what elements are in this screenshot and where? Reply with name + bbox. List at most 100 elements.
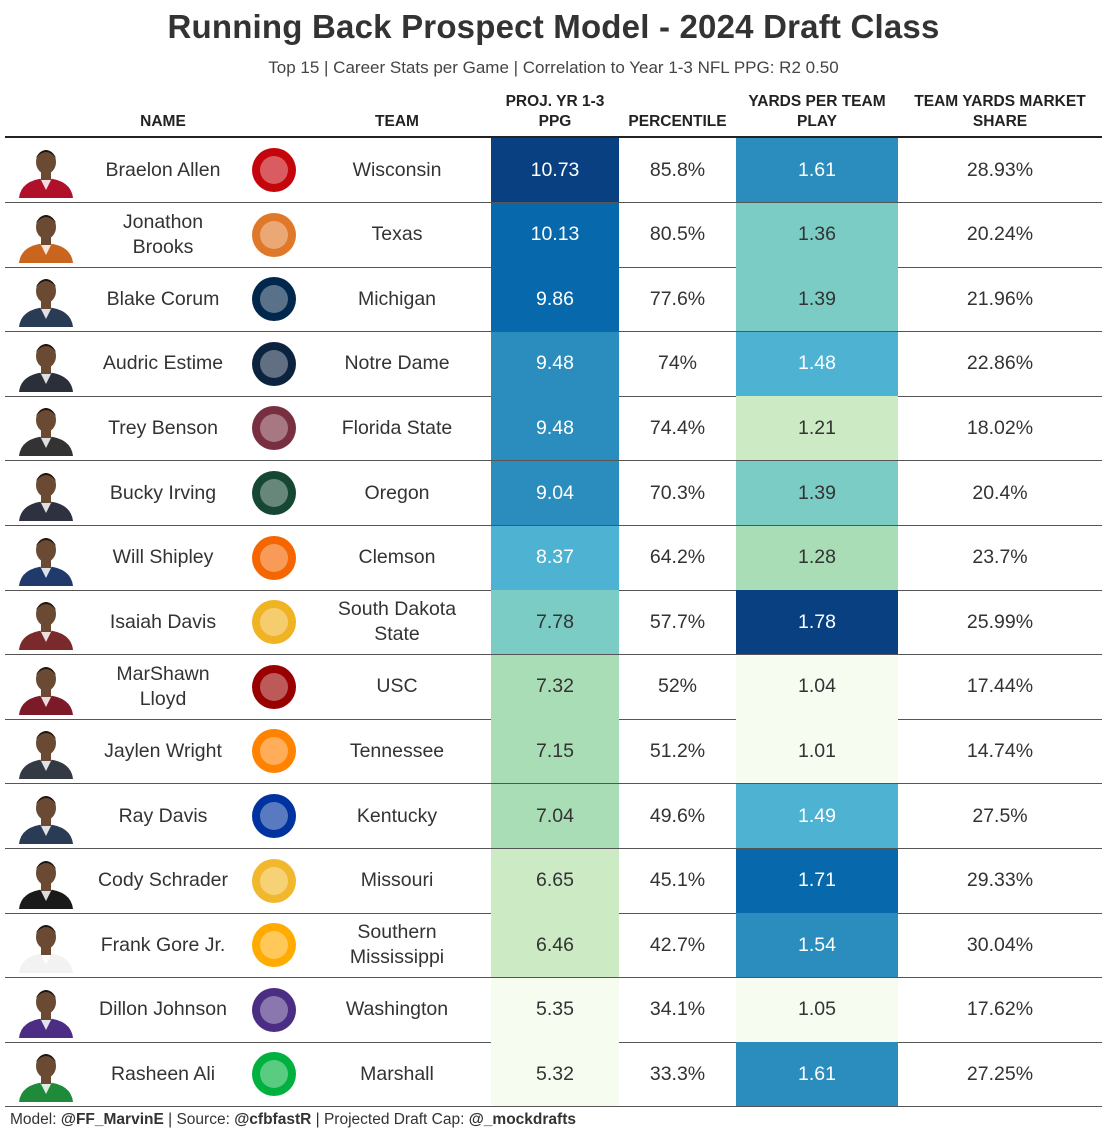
player-avatar-icon [19,989,73,1038]
header-ypp-line2: PLAY [797,113,837,130]
yards-per-play-cell: 1.36 [736,202,898,267]
player-name: Dillon Johnson [99,998,227,1021]
footer-model-handle: @FF_MarvinE [60,1111,164,1128]
market-share-cell: 28.93% [966,158,1034,181]
player-name: Braelon Allen [105,158,221,181]
michigan-logo-icon [252,277,296,322]
player-avatar-icon [19,602,73,651]
market-share-cell: 23.7% [972,546,1028,569]
team-name: Michigan [357,287,437,310]
yards-per-play-cell: 1.28 [736,525,898,590]
table-row: Isaiah Davis South Dakota State 7.78 57.7% 1.… [5,590,1102,656]
player-name: Frank Gore Jr. [100,933,226,956]
team-name: Oregon [364,481,430,504]
table-row: Bucky Irving Oregon 9.04 70.3% 1.39 20.4% [5,461,1102,526]
table-row: Frank Gore Jr. Southern Mississippi 6.46 42.… [5,913,1102,979]
player-name: Blake Corum [106,287,220,310]
market-share-cell: 27.25% [966,1062,1034,1085]
proj-ppg-cell: 9.86 [491,267,619,332]
chart-subtitle: Top 15 | Career Stats per Game | Correla… [268,58,839,77]
proj-ppg-cell: 8.37 [491,525,619,590]
player-avatar-icon [19,473,73,521]
header-ypp-line1: YARDS PER TEAM [748,93,886,110]
south-dakota-state-logo-icon [252,600,296,645]
chart-title: Running Back Prospect Model - 2024 Draft… [167,8,940,45]
team-name: Kentucky [356,804,438,827]
table-row: Will Shipley Clemson 8.37 64.2% 1.28 23.7% [5,525,1102,591]
proj-ppg-cell: 10.73 [491,138,619,202]
player-name: Bucky Irving [109,481,217,504]
team-name: Wisconsin [352,158,442,181]
proj-ppg-cell: 6.65 [491,848,619,913]
yards-per-play-cell: 1.78 [736,590,898,655]
percentile-cell: 80.5% [649,223,706,246]
market-share-cell: 20.24% [966,223,1034,246]
tennessee-logo-icon [252,729,296,774]
proj-ppg-cell: 9.04 [491,461,619,525]
percentile-cell: 85.8% [649,158,706,181]
footer-credits: Model: @FF_MarvinE | Source: @cfbfastR |… [10,1111,576,1129]
player-name: Trey Benson [108,416,218,439]
player-name: Isaiah Davis [109,610,217,633]
team-name: Missouri [360,869,434,892]
player-avatar-icon [19,796,73,844]
table-row: MarShawn Lloyd USC 7.32 52% 1.04 17.44% [5,654,1102,720]
yards-per-play-cell: 1.05 [736,977,898,1042]
table-row: Audric Estime Notre Dame 9.48 74% 1.48 22.86% [5,331,1102,397]
header-share-line1: TEAM YARDS MARKET [914,93,1086,110]
team-name: South Dakota State [337,598,457,646]
washington-logo-icon [252,987,296,1032]
team-name: Washington [345,998,449,1021]
player-avatar-icon [19,537,73,586]
team-name: Tennessee [349,739,445,762]
percentile-cell: 49.6% [649,804,706,827]
header-divider [5,136,1102,138]
market-share-cell: 18.02% [966,416,1034,439]
yards-per-play-cell: 1.61 [736,138,898,202]
table-row: Blake Corum Michigan 9.86 77.6% 1.39 21.96% [5,267,1102,333]
header-name: NAME [140,113,186,130]
header-ppg-line2: PPG [538,113,572,130]
missouri-tiger-logo-icon [252,858,296,903]
team-name: Florida State [341,416,453,439]
market-share-cell: 14.74% [966,739,1034,762]
footer-cap-label: | Projected Draft Cap: [311,1111,469,1128]
yards-per-play-cell: 1.04 [736,654,898,719]
team-name: Southern Mississippi [349,921,445,969]
proj-ppg-cell: 10.13 [491,202,619,267]
team-name: USC [376,675,418,698]
yards-per-play-cell: 1.61 [736,1042,898,1107]
team-name: Marshall [360,1062,434,1085]
wisconsin-logo-icon [252,148,296,192]
player-name: Audric Estime [102,352,224,375]
percentile-cell: 34.1% [649,998,706,1021]
proj-ppg-cell: 9.48 [491,396,619,461]
proj-ppg-cell: 7.78 [491,590,619,655]
market-share-cell: 27.5% [972,804,1028,827]
footer-source-label: | Source: [163,1111,235,1128]
proj-ppg-cell: 9.48 [491,331,619,396]
kentucky-logo-icon [252,794,296,838]
marshall-logo-icon [252,1052,296,1097]
yards-per-play-cell: 1.21 [736,396,898,461]
team-name: Notre Dame [344,352,450,375]
header-share: TEAM YARDS MARKET SHARE [898,92,1102,132]
player-name: Cody Schrader [97,869,229,892]
yards-per-play-cell: 1.48 [736,331,898,396]
player-avatar-icon [19,925,73,974]
proj-ppg-cell: 7.15 [491,719,619,784]
player-avatar-icon [19,731,73,780]
player-name: Jaylen Wright [104,739,222,762]
header-share-line2: SHARE [972,113,1028,130]
header-ppg: PROJ. YR 1-3 PPG [491,92,619,132]
market-share-cell: 17.62% [966,998,1034,1021]
southern-miss-eagle-logo-icon [252,923,296,968]
player-name: Rasheen Ali [110,1062,216,1085]
footer-source-handle: @cfbfastR [234,1111,312,1128]
market-share-cell: 25.99% [966,610,1034,633]
header-percentile: PERCENTILE [628,113,727,130]
player-avatar-icon [19,408,73,457]
percentile-cell: 33.3% [649,1062,706,1085]
market-share-cell: 17.44% [966,675,1034,698]
percentile-cell: 45.1% [649,869,706,892]
